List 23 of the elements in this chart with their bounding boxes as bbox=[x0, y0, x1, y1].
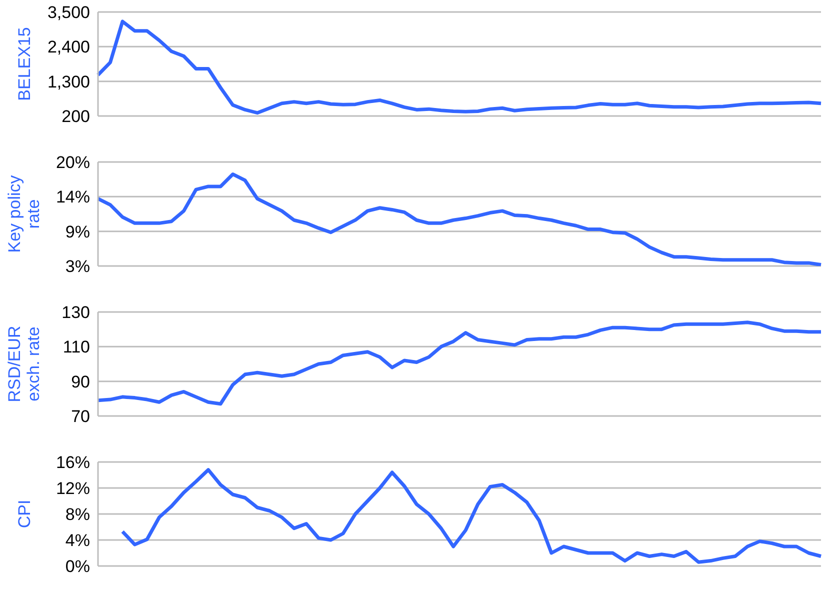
y-tick-label: 110 bbox=[62, 338, 90, 357]
y-axis-title: Key policy rate bbox=[5, 174, 43, 253]
y-axis-title: BELEX15 bbox=[15, 27, 34, 101]
y-tick-label: 14% bbox=[56, 188, 90, 207]
y-tick-label: 12% bbox=[56, 479, 90, 498]
line-series bbox=[120, 468, 823, 564]
y-tick-label: 16% bbox=[56, 453, 90, 472]
y-tick-label: 90 bbox=[71, 372, 90, 392]
y-tick-label: 9% bbox=[65, 222, 90, 242]
y-tick-label: 200 bbox=[62, 107, 90, 126]
line-series bbox=[96, 320, 823, 406]
y-tick-label: 2,400 bbox=[47, 38, 90, 57]
y-tick-label: 20% bbox=[56, 153, 90, 172]
y-axis-title: CPI bbox=[15, 500, 34, 528]
y-tick-label: 0% bbox=[65, 557, 90, 576]
y-tick-label: 130 bbox=[62, 303, 90, 322]
y-tick-label: 3% bbox=[65, 257, 90, 276]
y-tick-label: 4% bbox=[65, 531, 90, 550]
y-axis-title: RSD/EUR exch. rate bbox=[5, 326, 43, 402]
y-tick-label: 70 bbox=[71, 407, 90, 426]
y-tick-label: 1,300 bbox=[47, 72, 90, 92]
y-tick-label: 3,500 bbox=[47, 3, 90, 22]
y-tick-label: 8% bbox=[65, 505, 90, 524]
